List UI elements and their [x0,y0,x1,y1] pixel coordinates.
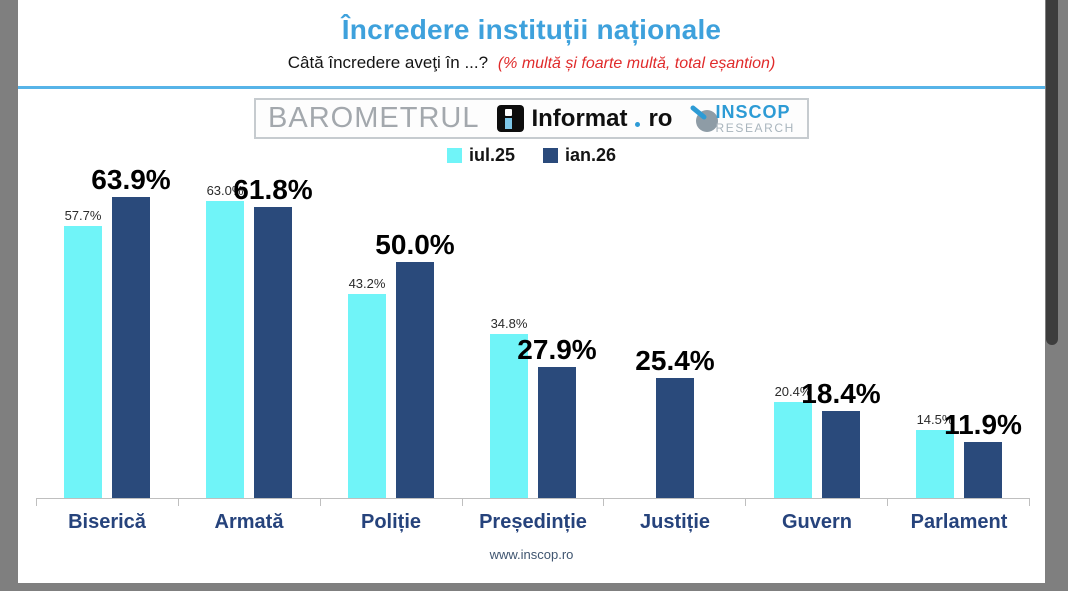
legend-swatch-icon [446,148,462,163]
value-label: 14.5% [916,411,954,427]
bar-group: 14.5% 11.9% [888,168,1030,498]
legend-swatch-icon [543,148,558,163]
bar-ian.26: 63.9% [91,164,171,498]
bar-ian.26: 11.9% [944,409,1022,498]
bar-group: 63.0% 61.8% [178,168,320,498]
informat-tld: ro [648,104,673,132]
informat-icon [497,105,525,132]
bar-ian.26: 61.8% [233,174,313,498]
barometrul-logo: BAROMETRUL [268,102,480,134]
axis-tick [36,499,179,506]
informat-logo: Informat ro [497,105,672,133]
value-label: 25.4% [635,345,715,377]
page-title: Încredere instituții naționale [341,14,722,45]
x-axis [36,498,1031,506]
category-label: Biserică [68,511,146,533]
category-label: Justiție [639,511,711,533]
legend-item-iul.25: iul.25 [446,145,515,166]
plot-area: 57.7% 63.9% 63.0% 61.8% 43.2% 50.0% 34.8% 27.9%… [36,164,1030,498]
category-label: Parlament [910,511,1008,533]
subtitle-note: (% multă și foarte multă, total eșantion… [497,55,776,72]
scrollbar-track[interactable] [1045,0,1068,591]
bar-iul.25: 34.8% [490,316,528,498]
value-label: 61.8% [233,173,313,205]
bar-iul.25: 57.7% [64,208,102,498]
subtitle-question: Câtă încredere aveţi în ...? [287,53,489,72]
bar-iul.25: 14.5% [916,412,954,498]
bar-group: 20.4% 18.4% [746,168,888,498]
category-label: Poliție [360,511,421,533]
bar-group: 57.7% 63.9% [36,164,178,498]
axis-tick [321,499,463,506]
axis-tick [463,499,605,506]
value-label: 57.7% [64,208,102,223]
bar-ian.26: 18.4% [801,378,881,498]
bar-group: 43.2% 50.0% [320,168,462,498]
value-label: 63.9% [91,163,171,195]
inscop-name: INSCOP [715,102,791,122]
logo-box: BAROMETRUL Informat ro INSCOP RESEARCH [254,98,809,139]
bar-chart: 57.7% 63.9% 63.0% 61.8% 43.2% 50.0% 34.8% 27.9%… [36,164,1031,534]
informat-name: Informat [531,104,628,132]
chart-page: Încredere instituții naționale Câtă încr… [18,0,1045,583]
inscop-research: RESEARCH [715,121,795,135]
value-label: 27.9% [517,333,597,365]
chart-subtitle: Câtă încredere aveţi în ...? (% multă și… [18,53,1045,73]
viewer-left-margin [0,0,18,591]
bar-ian.26: 25.4% [635,345,715,498]
bar-ian.26: 27.9% [517,334,597,498]
value-label: 43.2% [348,276,386,292]
legend-label: iul.25 [468,145,515,165]
inscop-compass-icon [690,105,719,132]
bar-iul.25: 43.2% [348,276,386,498]
viewer-bottom-margin [0,583,1068,591]
axis-tick [888,499,1031,506]
axis-tick [746,499,889,506]
divider-rule [18,86,1045,89]
value-label: 11.9% [944,408,1022,440]
value-label: 18.4% [801,378,881,410]
value-label: 50.0% [375,229,455,261]
category-label: Guvern [781,511,853,533]
axis-tick [604,499,747,506]
axis-tick [179,499,321,506]
legend-item-ian.26: ian.26 [543,145,616,166]
value-label: 63.0% [206,183,244,198]
category-label: Președinție [479,511,587,533]
bar-iul.25: 63.0% [206,183,244,498]
bar-ian.26: 50.0% [375,229,455,498]
bar-iul.25: 20.4% [774,384,812,498]
value-label: 34.8% [490,315,528,331]
bar-group: 34.8% 27.9% [462,168,604,498]
bar-group: 25.4% [604,168,746,498]
inscop-logo: INSCOP RESEARCH [690,103,794,135]
legend-label: ian.26 [565,145,617,165]
logo-row: BAROMETRUL Informat ro INSCOP RESEARCH [18,98,1045,139]
category-axis-labels: Biserică Armată Poliție Președinție Justiție… [36,511,1030,534]
category-label: Armată [214,511,284,533]
chart-legend: iul.25 ian.26 [18,145,1045,166]
value-label: 20.4% [774,383,812,399]
scrollbar-thumb[interactable] [1046,0,1058,345]
informat-dot-icon [635,121,641,127]
footer-url: www.inscop.ro [489,547,574,562]
